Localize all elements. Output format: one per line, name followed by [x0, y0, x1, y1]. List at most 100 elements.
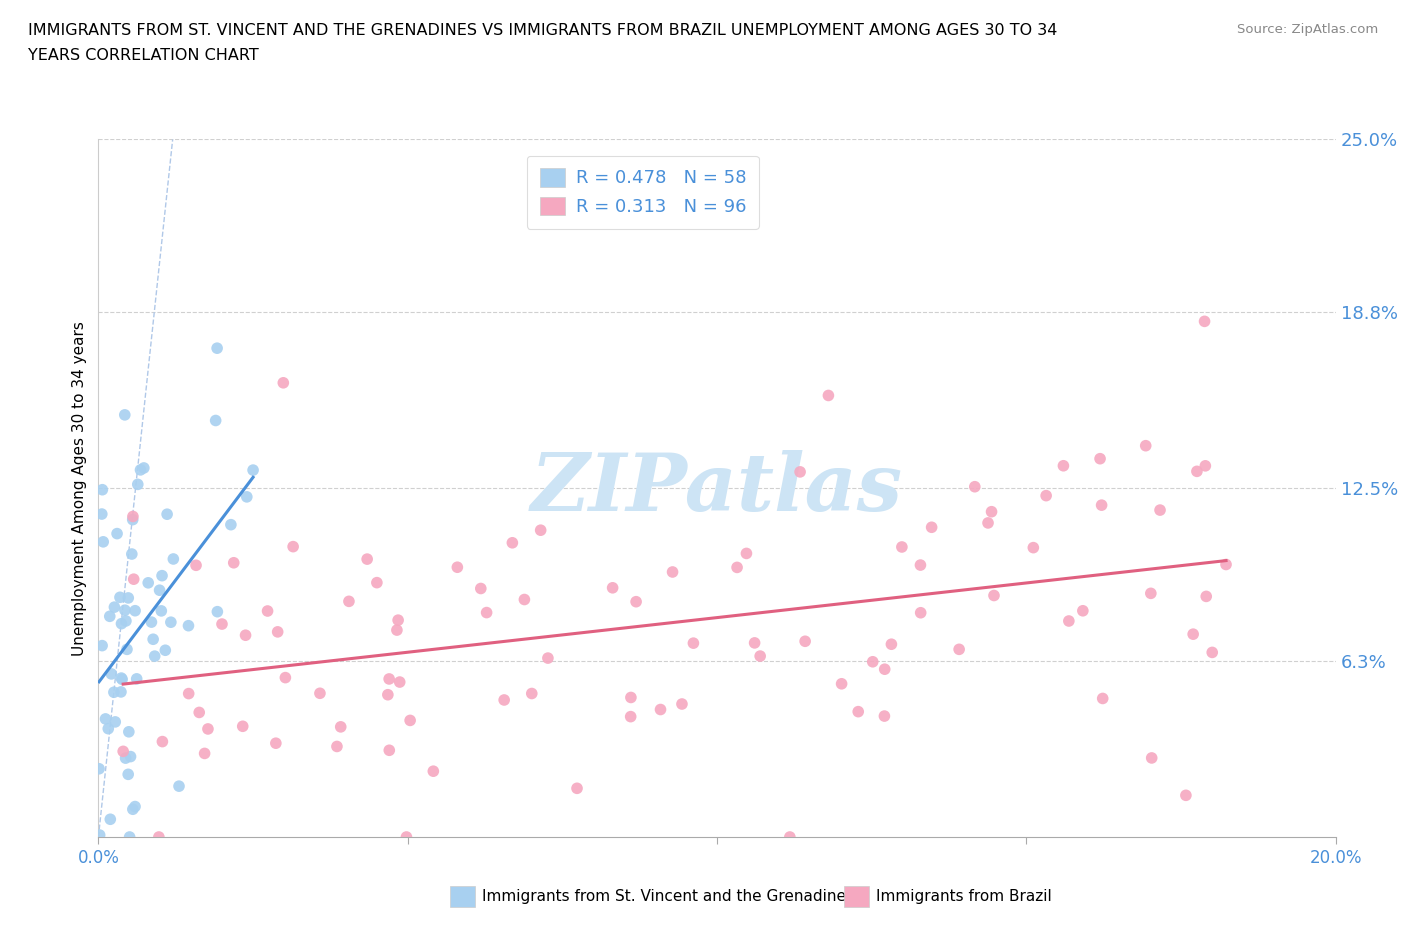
Point [117, 591, 139, 605]
Point [1052, 458, 1074, 473]
Point [105, 526, 128, 541]
Point [129, 462, 152, 477]
Point [1215, 557, 1237, 572]
Point [880, 637, 903, 652]
Point [388, 674, 411, 689]
Point [910, 605, 932, 620]
Point [142, 631, 165, 646]
Point [114, 603, 136, 618]
Point [188, 705, 211, 720]
Point [256, 604, 278, 618]
Point [501, 536, 523, 551]
Point [565, 781, 588, 796]
Point [112, 744, 135, 759]
Point [122, 572, 145, 587]
Point [378, 671, 401, 686]
Point [98, 812, 121, 827]
Point [118, 830, 141, 844]
Point [90, 507, 112, 522]
Point [124, 799, 146, 814]
Point [983, 588, 1005, 603]
Point [211, 617, 233, 631]
Point [749, 648, 772, 663]
Point [204, 413, 226, 428]
Point [470, 581, 492, 596]
Point [143, 649, 166, 664]
Point [744, 635, 766, 650]
Point [1057, 614, 1080, 629]
Point [1185, 464, 1208, 479]
Point [661, 565, 683, 579]
Point [789, 464, 811, 479]
Point [103, 684, 125, 699]
Point [148, 583, 170, 598]
Point [1071, 604, 1094, 618]
Point [620, 710, 643, 724]
Point [399, 713, 422, 728]
Point [100, 667, 122, 682]
Point [117, 767, 139, 782]
Point [862, 655, 884, 670]
Point [620, 690, 643, 705]
Point [108, 590, 131, 604]
Point [1088, 451, 1111, 466]
Point [114, 751, 136, 765]
Point [873, 662, 896, 677]
Point [148, 830, 170, 844]
Point [377, 687, 399, 702]
Point [94, 711, 117, 726]
Point [520, 686, 543, 701]
Point [1182, 627, 1205, 642]
Point [197, 722, 219, 737]
Point [219, 517, 242, 532]
Text: ZIPatlas: ZIPatlas [531, 449, 903, 527]
Point [141, 615, 163, 630]
Point [1201, 645, 1223, 660]
Point [910, 558, 932, 573]
Point [846, 704, 869, 719]
Point [980, 504, 1002, 519]
Point [114, 407, 136, 422]
Point [831, 676, 853, 691]
Point [156, 507, 179, 522]
Point [162, 551, 184, 566]
Point [1091, 691, 1114, 706]
Point [120, 750, 142, 764]
Point [1149, 502, 1171, 517]
Point [309, 685, 332, 700]
Point [122, 509, 145, 524]
Point [121, 547, 143, 562]
Point [1135, 438, 1157, 453]
Point [977, 515, 1000, 530]
Point [266, 624, 288, 639]
Point [1140, 586, 1163, 601]
Point [194, 746, 217, 761]
Point [387, 613, 409, 628]
Point [395, 830, 418, 844]
Point [89, 828, 111, 843]
Point [326, 739, 349, 754]
Point [337, 594, 360, 609]
Point [91, 483, 114, 498]
Point [329, 720, 352, 735]
Point [1194, 458, 1216, 473]
Point [167, 778, 190, 793]
Point [475, 605, 498, 620]
Point [602, 580, 624, 595]
Point [817, 388, 839, 403]
Point [121, 802, 143, 817]
Y-axis label: Unemployment Among Ages 30 to 34 years: Unemployment Among Ages 30 to 34 years [72, 321, 87, 656]
Point [132, 460, 155, 475]
Text: Immigrants from Brazil: Immigrants from Brazil [876, 889, 1052, 904]
Point [110, 617, 132, 631]
Point [948, 642, 970, 657]
Point [378, 743, 401, 758]
Point [1174, 788, 1197, 803]
Point [779, 830, 801, 844]
Point [921, 520, 943, 535]
Point [91, 535, 114, 550]
Point [1091, 498, 1114, 512]
Point [235, 628, 257, 643]
Point [222, 555, 245, 570]
Point [103, 600, 125, 615]
